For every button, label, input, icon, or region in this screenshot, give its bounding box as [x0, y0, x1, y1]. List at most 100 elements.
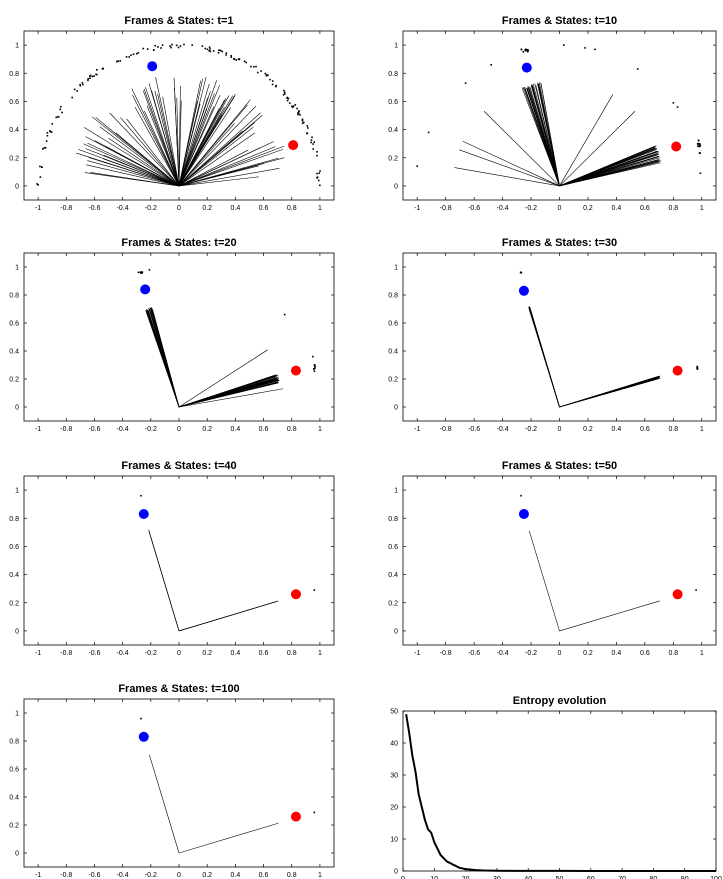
- frame-line: [459, 149, 560, 187]
- y-tick-label: 0: [15, 405, 19, 412]
- frame-line: [178, 379, 278, 408]
- particle: [267, 74, 269, 77]
- y-tick-label: 0.8: [388, 71, 398, 78]
- particle: [313, 589, 316, 591]
- particle: [313, 368, 315, 370]
- frame-line: [559, 376, 661, 408]
- particle: [526, 48, 529, 51]
- y-tick-label: 0.6: [9, 321, 19, 328]
- x-tick-label: -1: [35, 872, 41, 879]
- particle: [319, 170, 321, 172]
- y-tick-label: 1: [15, 43, 19, 50]
- y-tick-label: 0.6: [9, 99, 19, 106]
- axes-box: [402, 30, 717, 201]
- chart-title: Frames & States: t=40: [121, 460, 236, 472]
- chart-panel-1: Frames & States: t=1 -1 -0.8 -0.6 -0.4 -0.2 0 0…: [9, 15, 335, 212]
- frame-line: [154, 91, 180, 186]
- particle: [699, 152, 701, 155]
- x-tick-label: 0.4: [612, 205, 622, 212]
- particle: [292, 106, 294, 108]
- x-tick-label: -1: [35, 426, 41, 433]
- particle: [306, 132, 308, 135]
- state-marker-red: [672, 589, 683, 600]
- entropy-series-line: [405, 714, 716, 872]
- frame-line: [132, 94, 180, 187]
- frame-line: [559, 111, 636, 187]
- x-tick-label: 0.4: [230, 426, 240, 433]
- particle: [284, 92, 286, 95]
- state-marker-blue: [140, 284, 151, 295]
- frame-line: [162, 96, 180, 186]
- particle: [140, 271, 142, 274]
- particle: [116, 60, 118, 63]
- chart-panel-6: Frames & States: t=50 -1 -0.8 -0.6 -0.4 -0.2 0…: [388, 460, 717, 657]
- frame-line: [462, 141, 560, 187]
- frame-line: [532, 83, 560, 186]
- frame-line: [84, 127, 180, 187]
- frame-line: [559, 151, 659, 187]
- particle: [39, 165, 41, 168]
- particle: [584, 47, 586, 49]
- particle: [89, 75, 91, 78]
- particle: [49, 131, 52, 133]
- frame-line: [148, 83, 180, 187]
- particle: [464, 82, 467, 84]
- particle: [237, 58, 240, 60]
- x-tick-label: -0.2: [145, 872, 157, 879]
- particle: [287, 97, 290, 100]
- y-tick-label: 0.4: [9, 349, 19, 356]
- y-tick-label: 0: [394, 869, 398, 876]
- particle: [137, 271, 140, 274]
- frame-line: [76, 152, 180, 187]
- x-tick-label: 0.2: [583, 205, 593, 212]
- particle: [676, 106, 679, 108]
- particle: [318, 172, 321, 174]
- x-tick-label: -1: [414, 205, 420, 212]
- frame-line: [178, 108, 220, 187]
- x-tick-label: 0.8: [668, 650, 678, 657]
- particle: [243, 60, 246, 63]
- x-tick-label: -0.6: [88, 205, 100, 212]
- frame-line: [126, 118, 180, 187]
- particle: [298, 110, 300, 112]
- particle: [299, 114, 301, 116]
- y-tick-label: 0.8: [9, 71, 19, 78]
- x-tick-label: 0.6: [640, 650, 650, 657]
- particle: [253, 65, 255, 68]
- y-tick-label: 20: [390, 805, 398, 812]
- x-tick-label: -0.8: [60, 872, 72, 879]
- x-tick-label: -0.8: [440, 650, 452, 657]
- chart-title: Frames & States: t=10: [502, 15, 617, 27]
- particle: [59, 108, 62, 111]
- x-tick-label: 0.4: [612, 650, 622, 657]
- y-tick-label: 0.4: [9, 795, 19, 802]
- particle: [44, 146, 47, 149]
- chart-panel-8: Entropy evolution 0 10 20 30 40 50 60 70 80 90 100 0…: [390, 695, 722, 879]
- state-marker-red: [290, 365, 301, 376]
- y-tick-label: 0.8: [9, 293, 19, 300]
- particle: [274, 85, 277, 88]
- frame-line: [151, 309, 180, 408]
- x-tick-label: 0.8: [287, 205, 297, 212]
- particle: [307, 127, 309, 129]
- particle: [698, 145, 701, 148]
- chart-title: Frames & States: t=20: [121, 237, 236, 249]
- x-tick-label: -0.4: [497, 650, 509, 657]
- frame-line: [102, 158, 180, 187]
- y-tick-label: 0: [15, 628, 19, 635]
- x-tick-label: 0: [177, 650, 181, 657]
- particle: [255, 65, 257, 68]
- x-tick-label: -1: [35, 205, 41, 212]
- particle: [36, 183, 38, 185]
- particle: [209, 50, 212, 53]
- particle: [314, 366, 316, 368]
- chart-panel-3: Frames & States: t=20 -1 -0.8 -0.6 -0.4 -0.2 0…: [9, 237, 335, 433]
- particle: [416, 165, 419, 167]
- y-tick-label: 0.8: [388, 516, 398, 523]
- particle: [71, 96, 73, 99]
- frame-line: [109, 112, 180, 187]
- x-tick-label: -1: [35, 650, 41, 657]
- particle: [46, 134, 49, 137]
- particle: [490, 64, 493, 66]
- x-tick-label: 0.2: [583, 426, 593, 433]
